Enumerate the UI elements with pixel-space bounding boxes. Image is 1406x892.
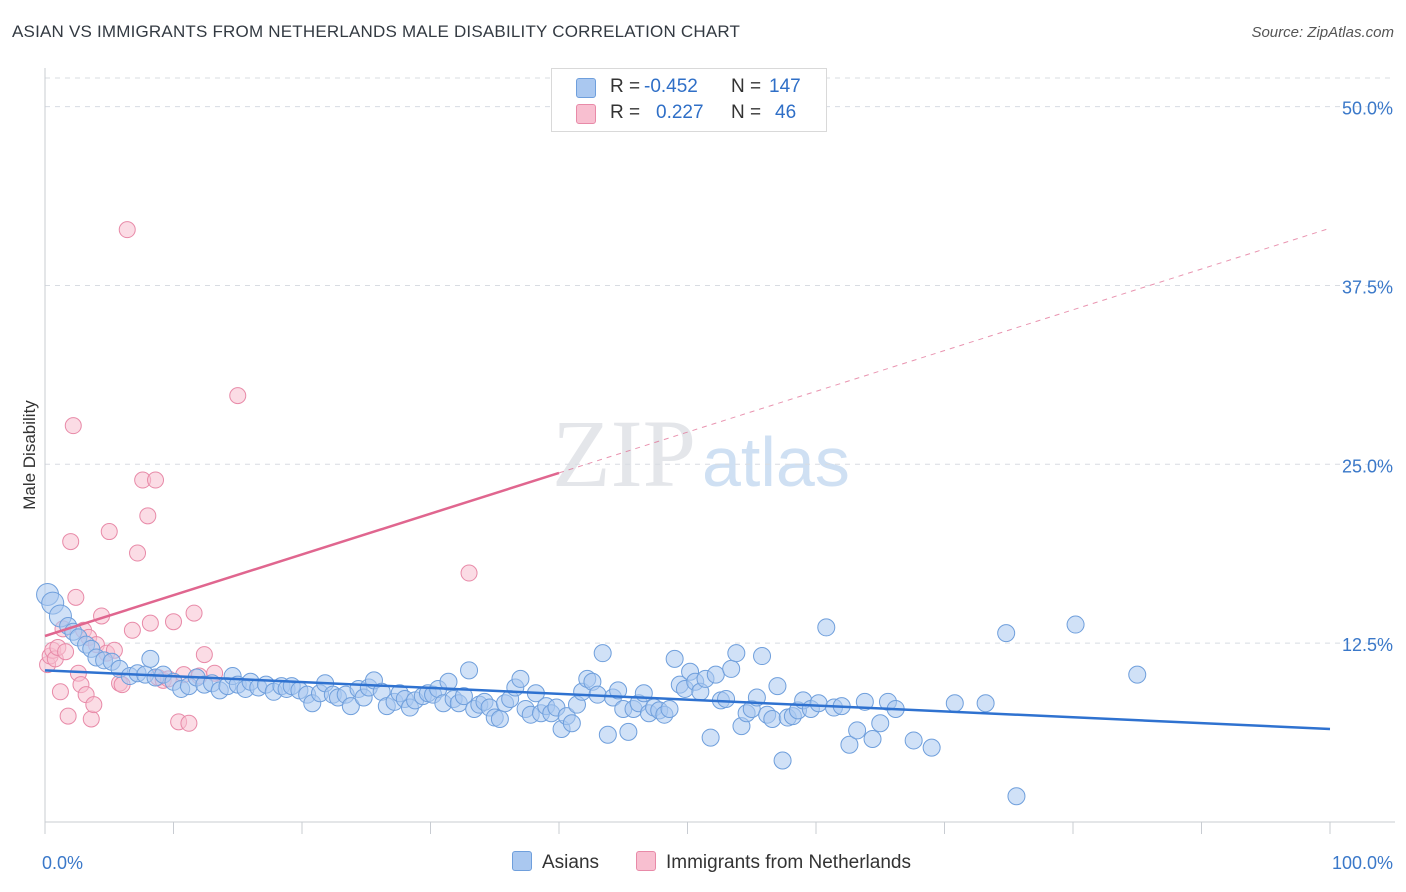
point-netherlands [139,507,157,525]
legend-n-value: 147 [769,76,801,97]
point-asians [817,618,836,637]
point-asians [871,714,890,733]
watermark-zip: ZIP [552,400,696,507]
legend-n-value: 46 [775,102,797,123]
legend-r-value: -0.452 [644,76,698,97]
point-netherlands [85,696,103,714]
legend-n-label: N = [731,102,762,123]
point-asians [511,669,530,688]
point-asians [922,738,941,757]
bottom-legend-label-netherlands: Immigrants from Netherlands [666,852,911,873]
watermark-atlas: atlas [702,423,850,501]
legend-r-value: 0.227 [656,102,704,123]
y-tick-label: 12.5% [1342,635,1393,655]
point-netherlands [82,710,100,728]
point-asians [454,687,473,706]
point-asians [1007,787,1026,806]
point-netherlands [460,564,478,582]
point-asians [976,694,995,713]
point-asians [863,730,882,749]
point-asians [809,694,828,713]
point-netherlands [180,714,198,732]
point-netherlands [59,707,77,725]
point-netherlands [57,643,75,661]
point-asians [753,647,772,666]
bottom-legend-swatch-netherlands [636,851,656,871]
point-netherlands [195,646,213,664]
bottom-legend-label-asians: Asians [542,852,600,873]
legend-n-label: N = [731,76,762,97]
watermark: ZIPatlas [552,398,850,509]
point-netherlands [129,544,147,562]
point-netherlands [100,523,118,541]
point-netherlands [147,471,165,489]
legend-r-label: R = [610,76,641,97]
bottom-legend-asians: Asians [512,851,599,874]
bottom-legend-netherlands: Immigrants from Netherlands [636,851,911,874]
point-asians [855,692,874,711]
trend-line-netherlands-extension [558,227,1331,474]
point-asians [706,665,725,684]
point-asians [141,649,160,668]
trend-lines [44,227,1331,731]
point-netherlands [67,588,85,606]
point-netherlands [123,621,141,639]
point-netherlands [51,683,69,701]
x-tick-label-max: 100.0% [1332,853,1393,873]
point-asians [1066,615,1085,634]
y-tick-label: 37.5% [1342,277,1393,297]
legend-r-label: R = [610,102,641,123]
point-asians [727,644,746,663]
y-tick-label: 50.0% [1342,99,1393,119]
point-netherlands [185,604,203,622]
tick-labels: 12.5% 25.0% 37.5% 50.0% 0.0% 100.0% Male Disab… [20,99,1393,873]
point-asians [768,677,787,696]
point-asians [562,714,581,733]
y-axis-label: Male Disability [20,400,39,510]
point-asians [945,694,964,713]
point-asians [997,624,1016,643]
point-asians [701,728,720,747]
point-asians [1128,665,1147,684]
legend-swatch-netherlands [576,104,596,124]
point-asians [848,721,867,740]
axes [44,68,1395,834]
point-asians [665,649,684,668]
legend-swatch-asians [576,78,596,98]
point-asians [460,661,479,680]
point-asians [722,659,741,678]
point-asians [660,699,679,718]
chart-title: ASIAN VS IMMIGRANTS FROM NETHERLANDS MAL… [12,22,741,41]
y-tick-label: 25.0% [1342,456,1393,476]
grid-lines [45,77,1395,644]
point-asians [904,731,923,750]
point-netherlands [165,613,182,631]
point-asians [593,644,612,663]
point-netherlands [229,387,247,405]
point-asians [439,672,458,691]
source-label: Source: ZipAtlas.com [1251,24,1394,41]
point-asians [490,709,509,728]
trend-line-netherlands [44,471,560,638]
x-tick-label-min: 0.0% [42,853,83,873]
point-asians [619,722,638,741]
trend-line-asians [44,669,1331,731]
point-netherlands [141,614,159,632]
point-asians [609,681,628,700]
point-asians [717,689,736,708]
point-asians [763,709,782,728]
correlation-legend: R = -0.452 N = 147 R = 0.227 N = 46 [551,68,827,132]
point-asians [773,751,792,770]
point-netherlands [118,221,136,239]
point-asians [598,725,617,744]
point-netherlands [64,417,82,435]
point-asians [840,735,859,754]
point-netherlands [62,533,80,551]
bottom-legend-swatch-asians [512,851,532,871]
point-asians [341,697,360,716]
